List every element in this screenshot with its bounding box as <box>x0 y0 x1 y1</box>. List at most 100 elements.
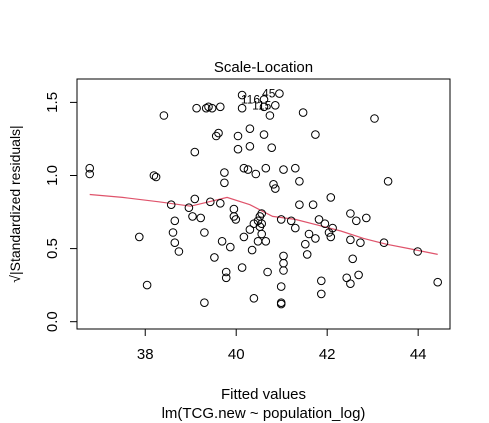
x-tick-label: 44 <box>410 346 427 363</box>
point-annotation: 116 <box>241 93 260 107</box>
x-axis: 38 40 42 44 <box>137 328 427 363</box>
data-point <box>326 232 336 242</box>
data-point <box>237 90 247 100</box>
data-point <box>237 103 247 113</box>
x-tick-label: 38 <box>137 346 154 363</box>
data-point <box>308 200 318 209</box>
data-point <box>352 216 361 226</box>
data-point <box>356 238 365 247</box>
data-point <box>362 213 371 223</box>
data-point <box>261 163 271 173</box>
data-point <box>220 168 229 177</box>
data-point <box>383 177 393 186</box>
data-point <box>192 103 201 113</box>
data-point <box>279 165 288 174</box>
data-point <box>214 128 223 138</box>
chart-title: Scale-Location <box>214 59 313 76</box>
data-point <box>314 215 324 224</box>
data-point <box>326 193 336 202</box>
data-point <box>320 219 330 228</box>
data-point <box>276 215 286 224</box>
data-point <box>201 103 211 113</box>
data-point <box>233 144 243 154</box>
data-point <box>221 273 231 283</box>
data-point <box>200 228 209 237</box>
data-point <box>257 219 267 228</box>
data-point <box>188 212 197 221</box>
data-point <box>348 254 358 264</box>
data-point <box>245 124 255 133</box>
data-point <box>311 234 320 243</box>
data-point <box>166 200 176 209</box>
y-tick-label: 0.5 <box>44 238 61 259</box>
data-point <box>295 177 304 186</box>
data-point <box>229 212 239 221</box>
data-point <box>211 131 221 141</box>
data-point <box>245 142 255 151</box>
data-point <box>149 171 159 180</box>
data-point <box>346 279 355 289</box>
data-point <box>190 194 200 204</box>
data-point <box>279 266 288 275</box>
data-point <box>85 163 94 173</box>
data-point <box>267 143 277 152</box>
data-point <box>85 169 94 179</box>
data-point <box>259 130 269 139</box>
data-point <box>229 204 239 214</box>
data-point <box>247 245 257 255</box>
data-point <box>243 165 253 174</box>
data-point <box>311 130 320 139</box>
data-point <box>276 282 286 291</box>
y-axis: 0.0 0.5 1.0 1.5 <box>44 92 78 332</box>
data-point <box>257 229 267 239</box>
smooth-line <box>89 193 438 255</box>
data-point <box>174 247 184 256</box>
data-point <box>200 298 209 308</box>
data-point <box>168 228 178 237</box>
data-point <box>217 237 227 246</box>
x-axis-sublabel: lm(TCG.new ~ population_log) <box>162 405 366 422</box>
data-point <box>413 247 423 256</box>
y-tick-label: 1.0 <box>44 165 61 186</box>
data-point <box>135 232 144 242</box>
data-point <box>265 111 275 120</box>
data-point <box>233 131 243 141</box>
data-point <box>220 178 229 188</box>
data-point <box>142 280 152 290</box>
data-point <box>239 163 249 173</box>
data-point <box>245 225 255 234</box>
data-point <box>276 299 286 309</box>
data-point <box>170 216 180 226</box>
data-point <box>295 200 304 209</box>
data-point <box>249 294 259 303</box>
data-point <box>216 199 225 208</box>
data-point <box>301 239 310 249</box>
data-point <box>151 172 161 182</box>
smooth-line-group <box>89 193 438 255</box>
data-point <box>279 251 288 261</box>
data-point <box>370 114 379 123</box>
data-point <box>184 203 194 212</box>
data-point <box>259 95 269 104</box>
y-tick-label: 0.0 <box>44 311 61 332</box>
data-point <box>328 223 337 233</box>
data-point <box>196 213 205 223</box>
data-point <box>271 184 280 193</box>
data-point <box>239 232 249 242</box>
data-point <box>346 209 355 218</box>
data-point <box>261 237 271 246</box>
data-point <box>253 237 263 246</box>
y-tick-label: 1.5 <box>44 92 61 113</box>
x-tick-label: 42 <box>319 346 336 363</box>
data-point <box>291 163 300 173</box>
data-point <box>286 216 296 226</box>
data-point <box>317 289 326 299</box>
data-point <box>379 238 389 247</box>
data-point <box>190 147 200 157</box>
data-point <box>269 180 278 189</box>
data-point <box>279 258 288 268</box>
data-point <box>216 102 225 112</box>
data-point <box>257 209 267 218</box>
data-point <box>226 242 235 252</box>
